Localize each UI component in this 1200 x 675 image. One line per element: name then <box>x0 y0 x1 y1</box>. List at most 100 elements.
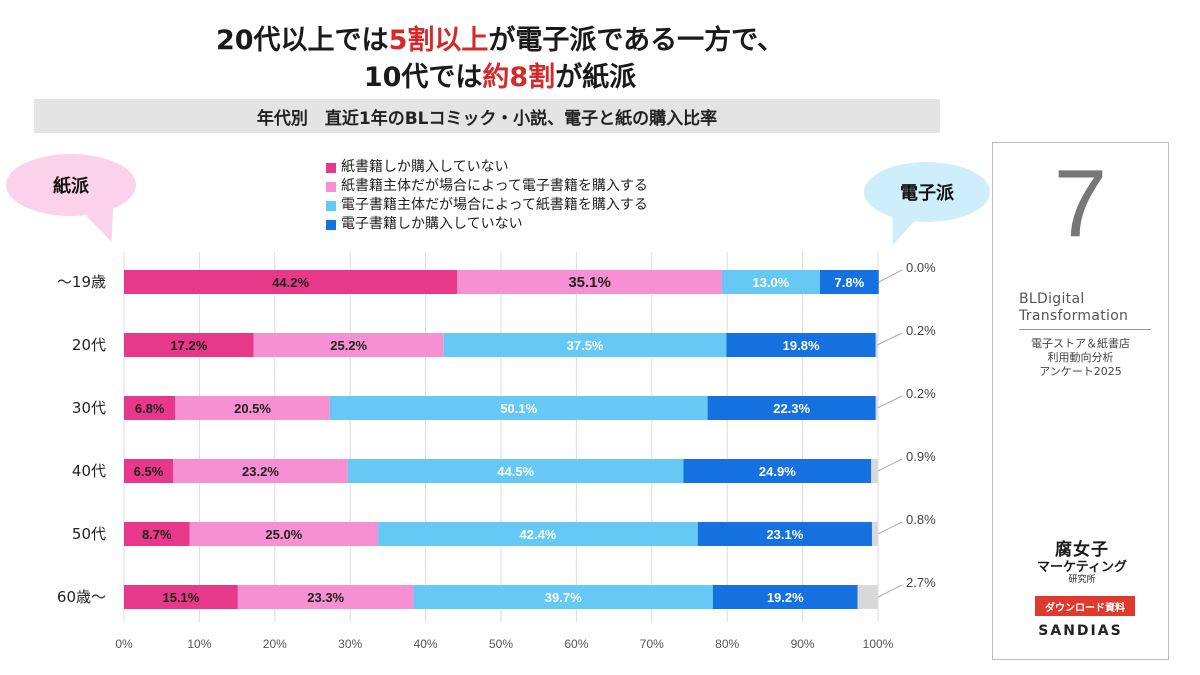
side-panel: 7 BLDigital Transformation 電子ストア＆紙書店 利用動… <box>992 142 1169 660</box>
x-tick-label: 80% <box>715 637 739 651</box>
bar-segment <box>175 396 330 420</box>
download-button[interactable]: ダウンロード資料 <box>1035 596 1135 616</box>
category-label: 30代 <box>72 399 106 417</box>
remainder-label: 2.7% <box>906 575 936 590</box>
legend-swatch <box>326 162 336 173</box>
chart-subtitle: 年代別 直近1年のBLコミック・小説、電子と紙の購入比率 <box>34 99 940 133</box>
data-label: 15.1% <box>162 590 199 605</box>
bar-segment <box>329 396 708 420</box>
x-tick-label: 40% <box>414 637 438 651</box>
leader-line <box>877 395 903 409</box>
data-label: 23.1% <box>766 527 803 542</box>
bar-segment <box>189 522 379 546</box>
bar-segment <box>683 459 872 483</box>
data-label: 35.1% <box>568 274 611 291</box>
stacked-bar-chart: 0% 10% 20% 30% 40% 50% 60% 70% 80% 90% 100% ～19歳 44.… <box>57 252 936 651</box>
bar-segment <box>253 333 444 357</box>
remainder-label: 0.2% <box>906 386 936 401</box>
data-label: 6.8% <box>135 401 165 416</box>
bar-segment-remainder <box>871 522 878 546</box>
category-label: ～19歳 <box>57 273 106 291</box>
bar-segment <box>124 459 174 483</box>
lab-logo: 腐女子 マーケティング 研究所 <box>1037 540 1127 586</box>
bar-segment-remainder <box>871 459 878 483</box>
leader-line <box>877 458 903 472</box>
bar-segment <box>819 270 879 294</box>
data-label: 22.3% <box>773 401 810 416</box>
bar-segment <box>697 522 872 546</box>
bar-segment <box>124 333 254 357</box>
remainder-label: 0.9% <box>906 449 936 464</box>
bar-segment <box>443 333 727 357</box>
legend-item-paper-only: 紙書籍しか購入していない <box>326 158 648 177</box>
category-label: 50代 <box>72 525 106 543</box>
bar-segment <box>721 270 820 294</box>
x-tick-label: 60% <box>564 637 588 651</box>
bar-segment <box>124 270 458 294</box>
category-label: 20代 <box>72 336 106 354</box>
x-tick-label: 10% <box>187 637 211 651</box>
category-label: 40代 <box>72 462 106 480</box>
data-label: 24.9% <box>759 464 796 479</box>
bar-segment <box>457 270 722 294</box>
x-tick-label: 90% <box>791 637 815 651</box>
remainder-label: 0.0% <box>906 260 936 275</box>
x-tick-label: 30% <box>338 637 362 651</box>
bar-segment <box>173 459 348 483</box>
report-series-name: BLDigital Transformation <box>1019 291 1129 324</box>
data-label: 44.2% <box>272 275 309 290</box>
bar-segment <box>124 522 190 546</box>
legend-swatch <box>326 219 336 230</box>
data-label: 13.0% <box>752 275 789 290</box>
remainder-label: 0.2% <box>906 323 936 338</box>
data-label: 8.7% <box>142 527 172 542</box>
bar-segment-remainder <box>875 396 878 420</box>
data-label: 20.5% <box>234 401 271 416</box>
data-label: 7.8% <box>835 275 865 290</box>
company-logo: SANDIAS <box>1038 623 1123 639</box>
data-label: 42.4% <box>520 527 557 542</box>
data-label: 23.2% <box>242 464 279 479</box>
data-label: 17.2% <box>170 338 207 353</box>
bar-segment <box>378 522 698 546</box>
title-line-2: 10代では約8割が紙派 <box>363 62 637 93</box>
bar-segment <box>124 585 238 609</box>
legend-item-digital-main: 電子書籍主体だが場合によって紙書籍を購入する <box>326 196 648 215</box>
bar-segment <box>707 396 876 420</box>
survey-name: 電子ストア＆紙書店 利用動向分析 アンケート2025 <box>1031 337 1130 378</box>
panel-divider <box>1019 329 1151 330</box>
title-line-1: 20代以上では5割以上が電子派である一方で、 <box>215 25 785 56</box>
chart-legend: 紙書籍しか購入していない 紙書籍主体だが場合によって電子書籍を購入する 電子書籍… <box>326 158 648 234</box>
bar-segment-remainder <box>875 333 878 357</box>
data-label: 25.2% <box>330 338 367 353</box>
x-tick-label: 100% <box>863 637 894 651</box>
category-label: 60歳～ <box>57 588 106 606</box>
x-tick-label: 70% <box>640 637 664 651</box>
bar-segment <box>237 585 414 609</box>
paper-bubble: 紙派 <box>6 154 136 216</box>
data-label: 19.2% <box>767 590 804 605</box>
report-number: 7 <box>1053 150 1108 257</box>
title-highlight-2: 約8割 <box>482 62 556 93</box>
bar-segment <box>347 459 684 483</box>
leader-line <box>877 584 903 598</box>
bar-segment <box>712 585 858 609</box>
data-label: 19.8% <box>783 338 820 353</box>
data-label: 50.1% <box>500 401 537 416</box>
remainder-label: 0.8% <box>906 512 936 527</box>
data-label: 6.5% <box>134 464 164 479</box>
leader-line <box>877 332 903 346</box>
page-title: 20代以上では5割以上が電子派である一方で、 10代では約8割が紙派 <box>120 22 880 96</box>
bar-segment-remainder <box>857 585 878 609</box>
title-highlight-1: 5割以上 <box>388 25 489 56</box>
leader-line <box>877 521 903 535</box>
x-tick-label: 50% <box>489 637 513 651</box>
bar-segment <box>124 396 176 420</box>
data-label: 23.3% <box>307 590 344 605</box>
legend-swatch <box>326 200 336 211</box>
legend-swatch <box>326 181 336 192</box>
x-tick-label: 20% <box>263 637 287 651</box>
data-label: 37.5% <box>567 338 604 353</box>
digital-bubble: 電子派 <box>864 162 990 222</box>
data-label: 44.5% <box>497 464 534 479</box>
